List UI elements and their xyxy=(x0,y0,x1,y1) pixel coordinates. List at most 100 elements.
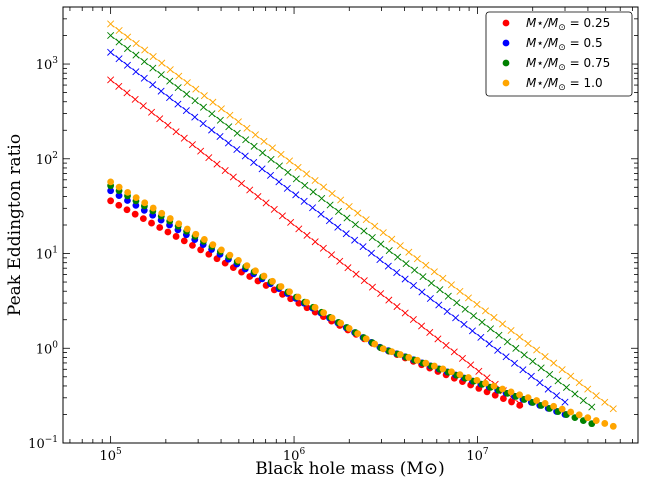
cross-series-line xyxy=(110,35,592,408)
cross-series-line xyxy=(110,52,566,403)
dot-marker xyxy=(524,394,532,402)
legend-label-value: = 0.75 xyxy=(566,56,610,70)
x-tick-label: 106 xyxy=(283,447,306,464)
dot-marker xyxy=(107,178,115,186)
legend-entry-label: M⋆/M⊙ = 0.5 xyxy=(526,36,603,53)
x-tick-label-exponent: 6 xyxy=(299,447,305,457)
legend-label-ratio: ⋆/M xyxy=(536,36,559,50)
dot-marker xyxy=(294,293,302,301)
legend-entry-label: M⋆/M⊙ = 0.25 xyxy=(526,16,610,33)
dot-marker xyxy=(124,197,131,204)
dot-marker xyxy=(200,236,208,243)
cross-marker xyxy=(609,405,617,413)
legend-label-value: = 1.0 xyxy=(566,76,603,90)
y-tick-label-base: 10 xyxy=(36,248,53,263)
x-axis-title-text: Black hole mass (M⊙) xyxy=(255,459,444,479)
x-tick-label-exponent: 5 xyxy=(116,447,122,457)
dot-marker xyxy=(139,215,147,223)
legend-label-symbol: M xyxy=(526,16,537,30)
dot-marker xyxy=(235,256,242,264)
legend-box xyxy=(485,11,633,97)
legend-entry-label: M⋆/M⊙ = 1.0 xyxy=(526,76,603,93)
dot-marker xyxy=(422,359,430,367)
dot-marker xyxy=(175,220,183,228)
cross-marker xyxy=(588,403,596,411)
x-tick-label-base: 10 xyxy=(99,449,116,464)
dot-marker xyxy=(320,309,328,317)
legend-marker xyxy=(502,19,510,27)
x-tick-label-exponent: 7 xyxy=(483,447,489,457)
dot-marker xyxy=(584,414,592,422)
y-tick-label-exponent: 1 xyxy=(52,246,58,256)
dot-marker xyxy=(507,388,515,396)
legend-label-value: = 0.5 xyxy=(566,36,603,50)
legend-label-sun-symbol: ⊙ xyxy=(558,83,566,93)
dot-marker xyxy=(252,267,259,275)
x-tick-label-base: 10 xyxy=(466,449,483,464)
dot-marker xyxy=(533,397,541,404)
dot-marker xyxy=(575,411,583,419)
dot-marker xyxy=(149,204,157,212)
legend-label-ratio: ⋆/M xyxy=(536,16,559,30)
dot-marker xyxy=(439,365,447,373)
y-tick-label-exponent: 2 xyxy=(52,151,58,161)
legend-marker xyxy=(502,79,510,87)
dot-marker xyxy=(286,288,293,296)
dot-marker xyxy=(354,330,362,338)
legend-marker xyxy=(502,59,510,67)
dot-marker xyxy=(413,356,421,364)
dot-marker xyxy=(180,237,188,245)
dot-marker xyxy=(508,398,515,406)
dot-marker xyxy=(465,374,472,381)
dot-marker xyxy=(115,183,123,191)
y-tick-label-base: 10 xyxy=(36,58,53,73)
dot-marker xyxy=(295,299,303,307)
dot-marker xyxy=(243,262,251,270)
series-group xyxy=(107,20,617,430)
dot-marker xyxy=(379,345,387,353)
legend: M⋆/M⊙ = 0.25M⋆/M⊙ = 0.5M⋆/M⊙ = 0.75M⋆/M⊙… xyxy=(485,11,633,97)
y-tick-label: 101 xyxy=(36,246,58,263)
dot-marker xyxy=(371,340,379,348)
x-tick-label-base: 10 xyxy=(283,449,300,464)
dot-marker xyxy=(430,362,438,370)
dot-marker xyxy=(124,188,132,196)
y-tick-label: 10−1 xyxy=(28,435,58,452)
dot-marker xyxy=(362,335,370,343)
dot-marker xyxy=(156,224,164,231)
dot-marker xyxy=(107,187,115,195)
dot-marker xyxy=(158,209,166,217)
dot-marker xyxy=(550,402,558,410)
dot-marker xyxy=(345,324,353,332)
legend-label-sun-symbol: ⊙ xyxy=(558,43,566,53)
dot-marker xyxy=(287,295,295,303)
y-tick-label-exponent: −1 xyxy=(45,435,58,445)
dot-marker xyxy=(592,417,600,424)
dot-marker xyxy=(337,319,345,327)
legend-label-ratio: ⋆/M xyxy=(536,76,559,90)
dot-marker xyxy=(172,233,180,240)
dot-marker xyxy=(260,272,268,280)
dot-marker xyxy=(482,379,489,387)
x-axis-title: Black hole mass (M⊙) xyxy=(255,459,444,479)
y-tick-label-exponent: 3 xyxy=(52,56,58,66)
cross-marker xyxy=(107,76,115,84)
dot-marker xyxy=(277,283,285,290)
dot-marker xyxy=(209,241,217,249)
legend-label-value: = 0.25 xyxy=(566,16,610,30)
legend-marker xyxy=(502,39,510,47)
y-tick-label: 100 xyxy=(36,340,59,357)
cross-marker xyxy=(561,398,569,406)
cross-series-line xyxy=(110,79,520,404)
dot-marker xyxy=(490,382,498,390)
dot-marker xyxy=(189,241,196,249)
dot-marker xyxy=(499,385,506,393)
dot-marker xyxy=(115,201,123,209)
y-tick-label-exponent: 0 xyxy=(52,340,58,350)
cross-marker xyxy=(107,48,115,56)
dot-marker xyxy=(192,230,200,238)
legend-label-sun-symbol: ⊙ xyxy=(558,23,566,33)
y-axis-title-text: Peak Eddington ratio xyxy=(5,134,25,316)
